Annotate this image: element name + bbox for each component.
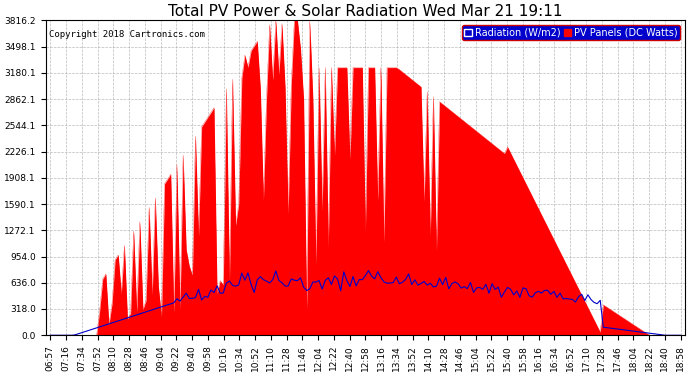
Legend: Radiation (W/m2), PV Panels (DC Watts): Radiation (W/m2), PV Panels (DC Watts)	[462, 25, 680, 40]
Text: Copyright 2018 Cartronics.com: Copyright 2018 Cartronics.com	[49, 30, 205, 39]
Title: Total PV Power & Solar Radiation Wed Mar 21 19:11: Total PV Power & Solar Radiation Wed Mar…	[168, 4, 562, 19]
